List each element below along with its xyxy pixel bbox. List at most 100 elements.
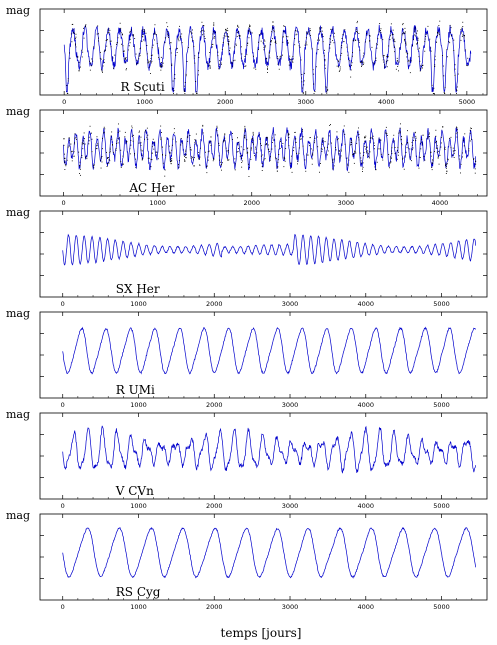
data-point: [439, 154, 441, 156]
data-point: [451, 35, 452, 37]
data-point: [332, 161, 334, 163]
data-point: [458, 158, 460, 160]
panel-frame: [39, 513, 488, 601]
data-point: [411, 142, 413, 143]
data-point: [183, 91, 185, 92]
data-point: [302, 145, 304, 147]
data-point: [287, 36, 289, 38]
data-point: [389, 39, 391, 41]
data-point: [70, 143, 72, 145]
data-point: [298, 45, 300, 47]
data-point: [311, 48, 313, 50]
data-point: [385, 131, 387, 133]
data-point: [131, 127, 133, 129]
data-point: [453, 150, 455, 152]
data-point: [202, 25, 204, 26]
data-point: [168, 37, 169, 38]
data-point: [117, 37, 119, 39]
data-point: [346, 157, 348, 159]
data-point: [405, 43, 407, 44]
data-point: [227, 151, 229, 153]
data-point: [375, 57, 377, 59]
data-point: [292, 58, 294, 60]
data-point: [116, 44, 117, 45]
data-point: [419, 60, 421, 62]
data-point: [371, 137, 373, 139]
data-point: [144, 30, 146, 32]
data-point: [199, 164, 200, 166]
data-point: [128, 45, 130, 47]
data-point: [81, 142, 83, 144]
data-point: [319, 31, 321, 33]
data-point: [380, 139, 382, 141]
data-point: [110, 40, 112, 42]
data-point: [143, 39, 145, 41]
data-point: [277, 161, 279, 163]
data-point: [79, 161, 81, 163]
data-point: [265, 58, 267, 60]
data-point: [344, 143, 346, 145]
data-point: [264, 46, 266, 48]
data-point: [449, 32, 451, 33]
data-point: [419, 70, 421, 72]
data-point: [437, 157, 439, 159]
data-point: [228, 40, 230, 42]
data-point: [236, 151, 238, 153]
data-point: [229, 47, 231, 49]
data-point: [123, 50, 125, 52]
data-point: [394, 41, 396, 43]
data-point: [174, 74, 176, 76]
data-point: [405, 41, 407, 43]
data-point: [272, 139, 274, 141]
data-point: [202, 29, 204, 31]
data-point: [308, 33, 310, 35]
data-point: [122, 155, 124, 157]
data-point: [151, 60, 153, 62]
data-point: [107, 32, 109, 34]
data-point: [461, 36, 463, 37]
data-point: [420, 65, 422, 67]
data-point: [365, 148, 367, 150]
data-point: [274, 41, 276, 43]
x-tick-label: 2000: [217, 98, 234, 106]
data-point: [322, 137, 324, 139]
data-point: [126, 68, 127, 70]
data-point: [184, 161, 186, 162]
data-point: [369, 157, 370, 159]
data-point: [141, 159, 143, 161]
data-point: [303, 84, 305, 86]
data-point: [85, 156, 86, 158]
data-point: [414, 28, 416, 30]
data-point: [319, 27, 320, 29]
data-point: [122, 50, 124, 52]
data-point: [314, 142, 315, 144]
data-point: [212, 43, 214, 45]
data-point: [124, 136, 126, 138]
data-point: [298, 152, 300, 154]
data-point: [221, 48, 223, 50]
data-point: [401, 34, 403, 36]
data-point: [207, 159, 209, 161]
data-point: [247, 147, 249, 149]
data-point: [306, 32, 308, 33]
data-point: [255, 146, 256, 148]
data-point: [406, 56, 408, 58]
data-point: [122, 33, 123, 35]
data-point: [117, 138, 119, 140]
data-point: [160, 139, 162, 141]
data-point: [181, 42, 183, 44]
data-point: [302, 129, 303, 131]
data-point: [408, 59, 409, 61]
data-point: [124, 59, 126, 60]
data-point: [434, 142, 436, 144]
data-point: [201, 21, 203, 23]
data-point: [79, 165, 80, 166]
data-point: [249, 25, 250, 27]
data-point: [234, 158, 236, 160]
data-point: [120, 27, 122, 29]
data-point: [414, 35, 416, 37]
data-point: [266, 137, 268, 138]
data-point: [146, 127, 148, 129]
data-point: [464, 35, 465, 36]
data-point: [229, 50, 230, 51]
